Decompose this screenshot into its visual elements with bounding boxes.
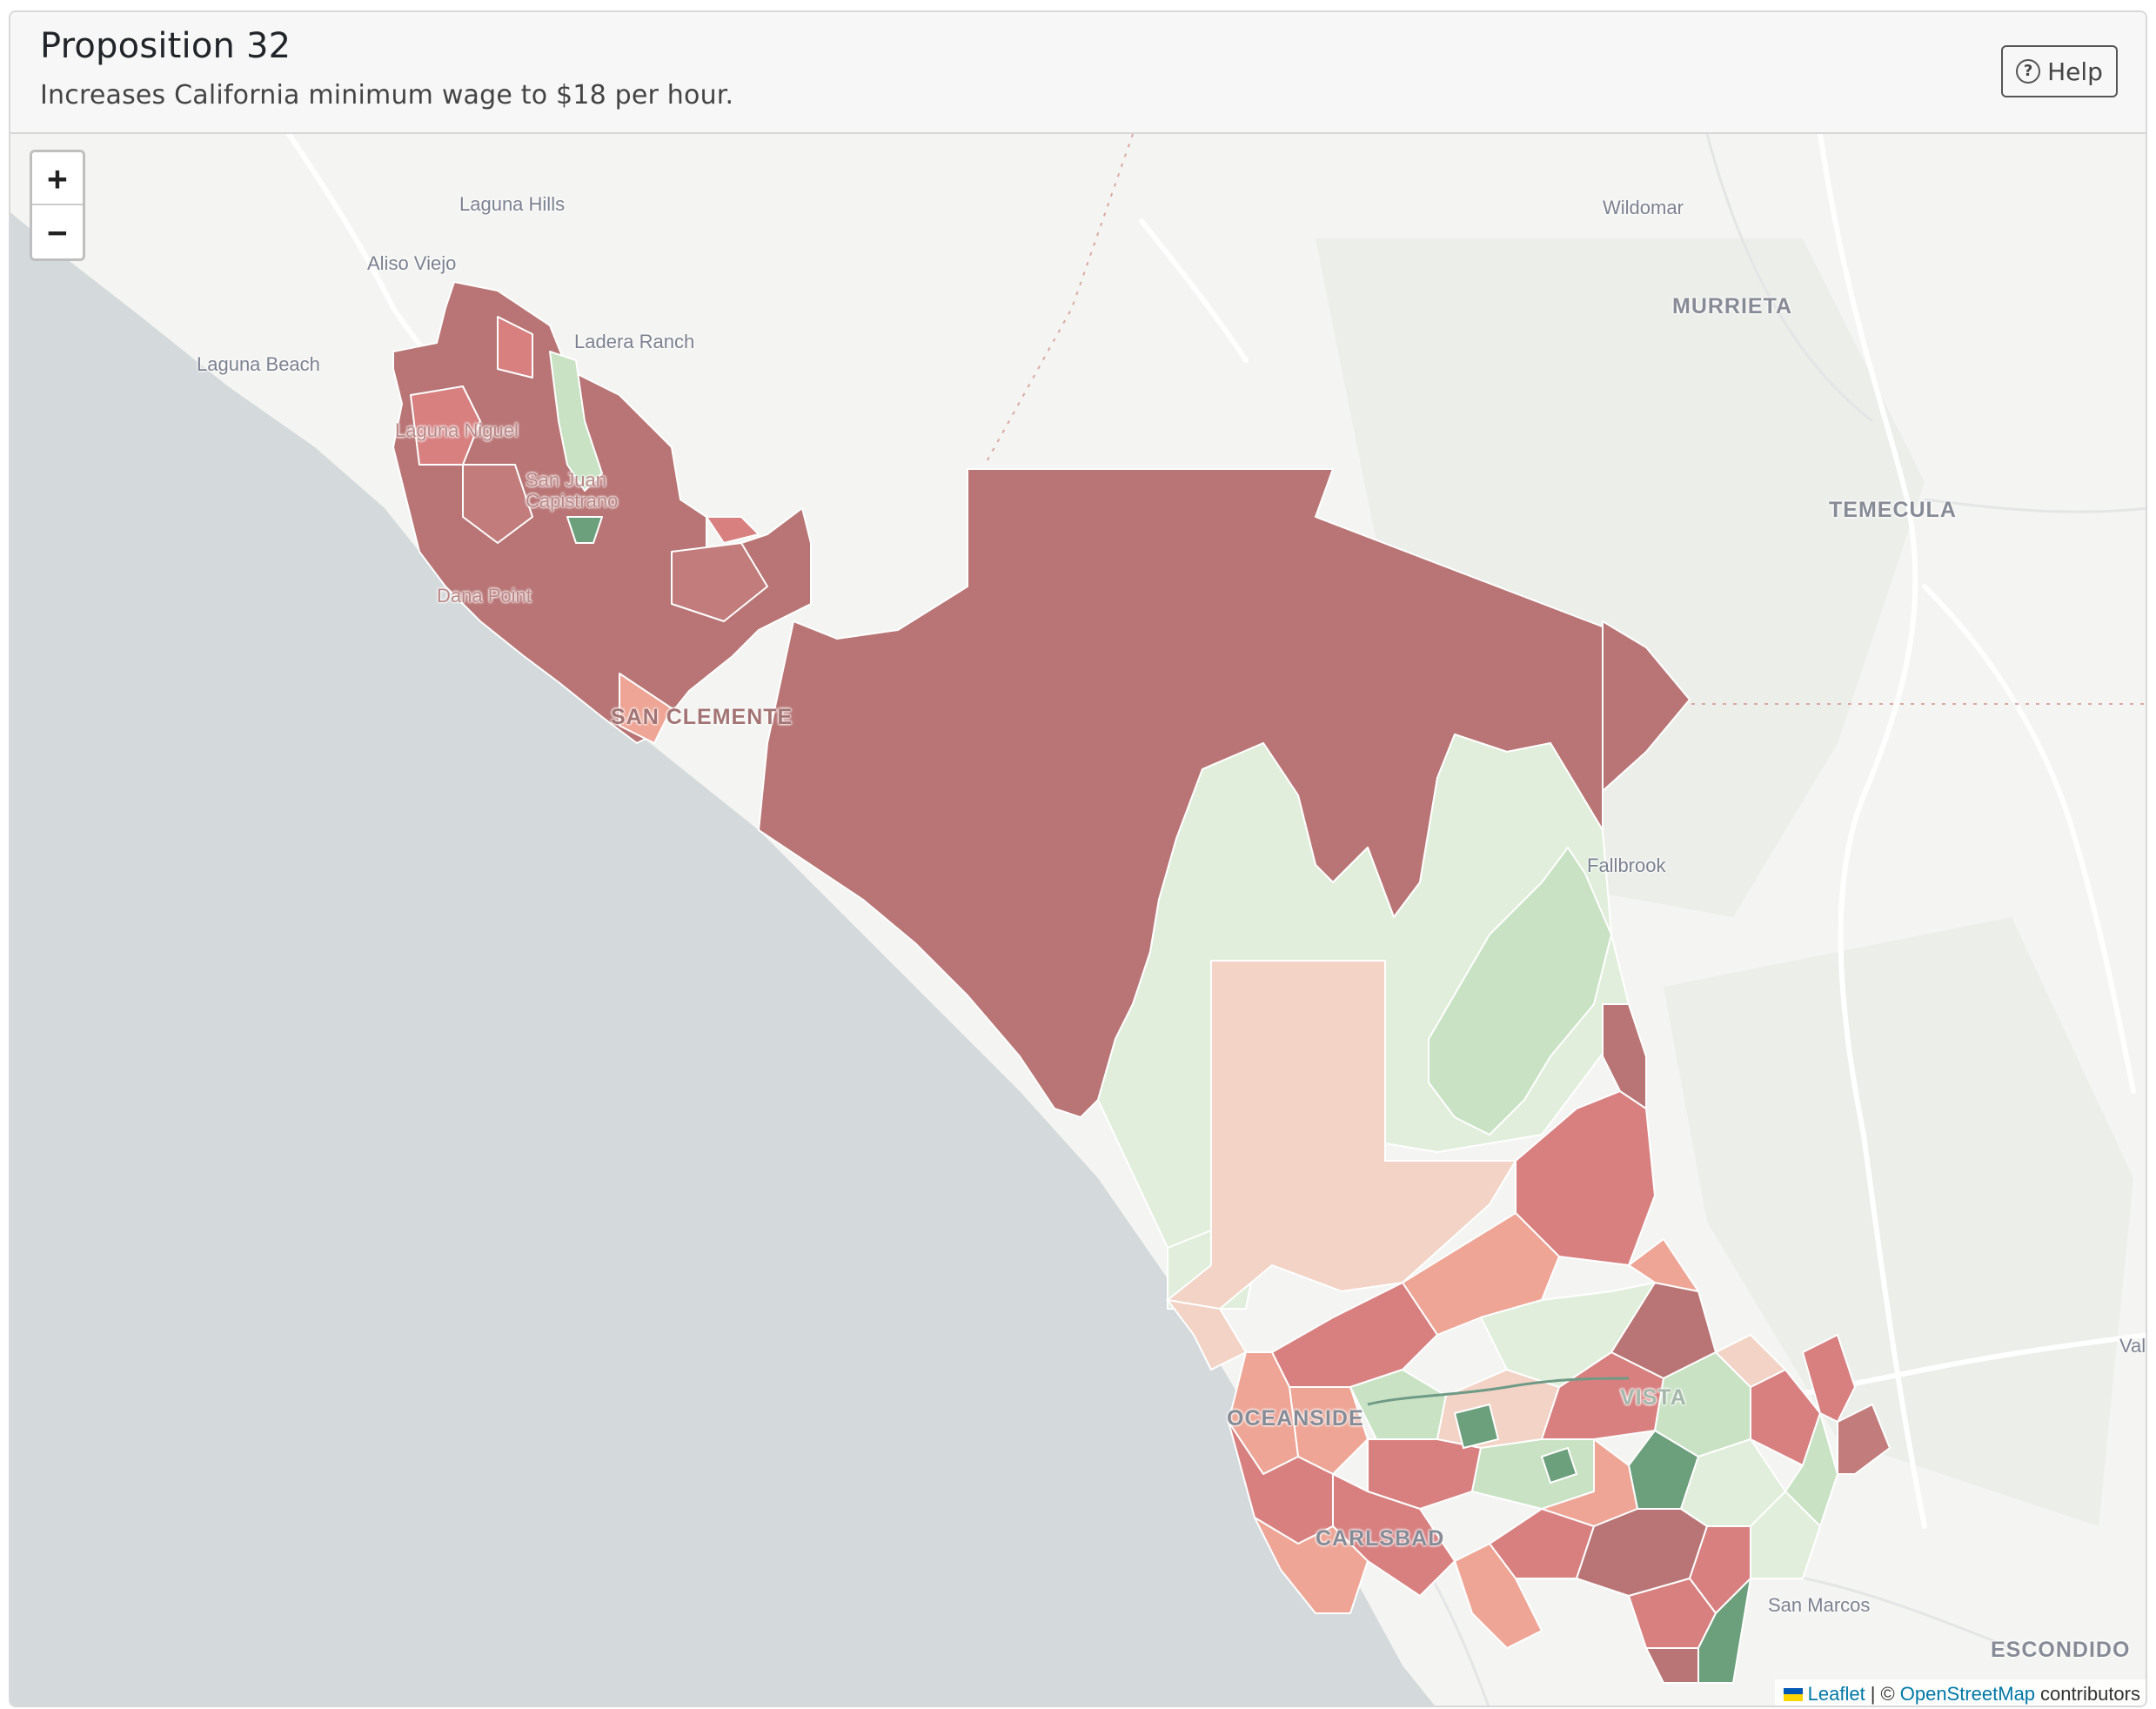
creek-line — [1367, 1377, 1630, 1406]
place-label: CARLSBAD — [1316, 1526, 1445, 1551]
attribution-separator: | © — [1870, 1683, 1895, 1705]
precinct-vista-yes[interactable] — [1540, 1446, 1578, 1484]
ocean — [10, 212, 1435, 1706]
precinct-cluster-north — [392, 281, 812, 744]
proposition-card: Proposition 32 Increases California mini… — [9, 10, 2147, 1707]
page-title: Proposition 32 — [40, 26, 291, 66]
precinct-region-faint-no[interactable] — [1165, 960, 1517, 1310]
place-label: ESCONDIDO — [1991, 1638, 2131, 1662]
place-label: Wildomar — [1603, 197, 1684, 218]
terrain-shade — [1664, 917, 2133, 1526]
place-label: Laguna Hills — [459, 193, 566, 215]
place-label: Val — [2119, 1335, 2146, 1357]
map-attribution: Leaflet | © OpenStreetMap contributors — [1774, 1679, 2146, 1706]
place-label: SAN CLEMENTE — [611, 705, 793, 729]
place-label: Laguna Beach — [197, 353, 320, 375]
precinct-region-faint-no[interactable] — [1165, 1298, 1248, 1371]
place-label: TEMECULA — [1829, 498, 1957, 522]
county-border — [984, 134, 1134, 466]
place-label: MURRIETA — [1672, 294, 1793, 318]
attribution-suffix: contributors — [2040, 1683, 2140, 1705]
place-label: VISTA — [1620, 1385, 1687, 1410]
help-button[interactable]: ? Help — [2001, 45, 2118, 97]
place-label: Fallbrook — [1587, 854, 1666, 876]
question-circle-icon: ? — [2016, 59, 2041, 84]
map-view[interactable]: Laguna Hills Aliso Viejo Ladera Ranch La… — [10, 134, 2146, 1706]
road-network — [286, 134, 2146, 1529]
place-label: Aliso Viejo — [367, 252, 457, 274]
ukraine-flag-icon — [1783, 1687, 1803, 1701]
place-label: San Marcos — [1768, 1594, 1871, 1616]
place-label: Dana Point — [437, 585, 532, 607]
help-button-label: Help — [2047, 57, 2103, 86]
openstreetmap-link[interactable]: OpenStreetMap — [1899, 1683, 2036, 1705]
leaflet-link[interactable]: Leaflet — [1807, 1683, 1865, 1705]
zoom-control: + − — [30, 150, 85, 261]
place-label: OCEANSIDE — [1227, 1406, 1364, 1431]
zoom-in-button[interactable]: + — [32, 152, 83, 205]
place-label: Laguna Niguel — [395, 419, 519, 441]
precinct-cluster-south — [1228, 1003, 1891, 1684]
card-header: Proposition 32 Increases California mini… — [10, 12, 2146, 134]
place-label: San Juan Capistrano — [526, 469, 619, 512]
zoom-out-button[interactable]: − — [32, 205, 83, 258]
place-label: Ladera Ranch — [574, 331, 695, 352]
page-subtitle: Increases California minimum wage to $18… — [40, 80, 734, 111]
precinct-vista-yes[interactable] — [1453, 1403, 1500, 1450]
map-canvas — [10, 134, 2146, 1706]
